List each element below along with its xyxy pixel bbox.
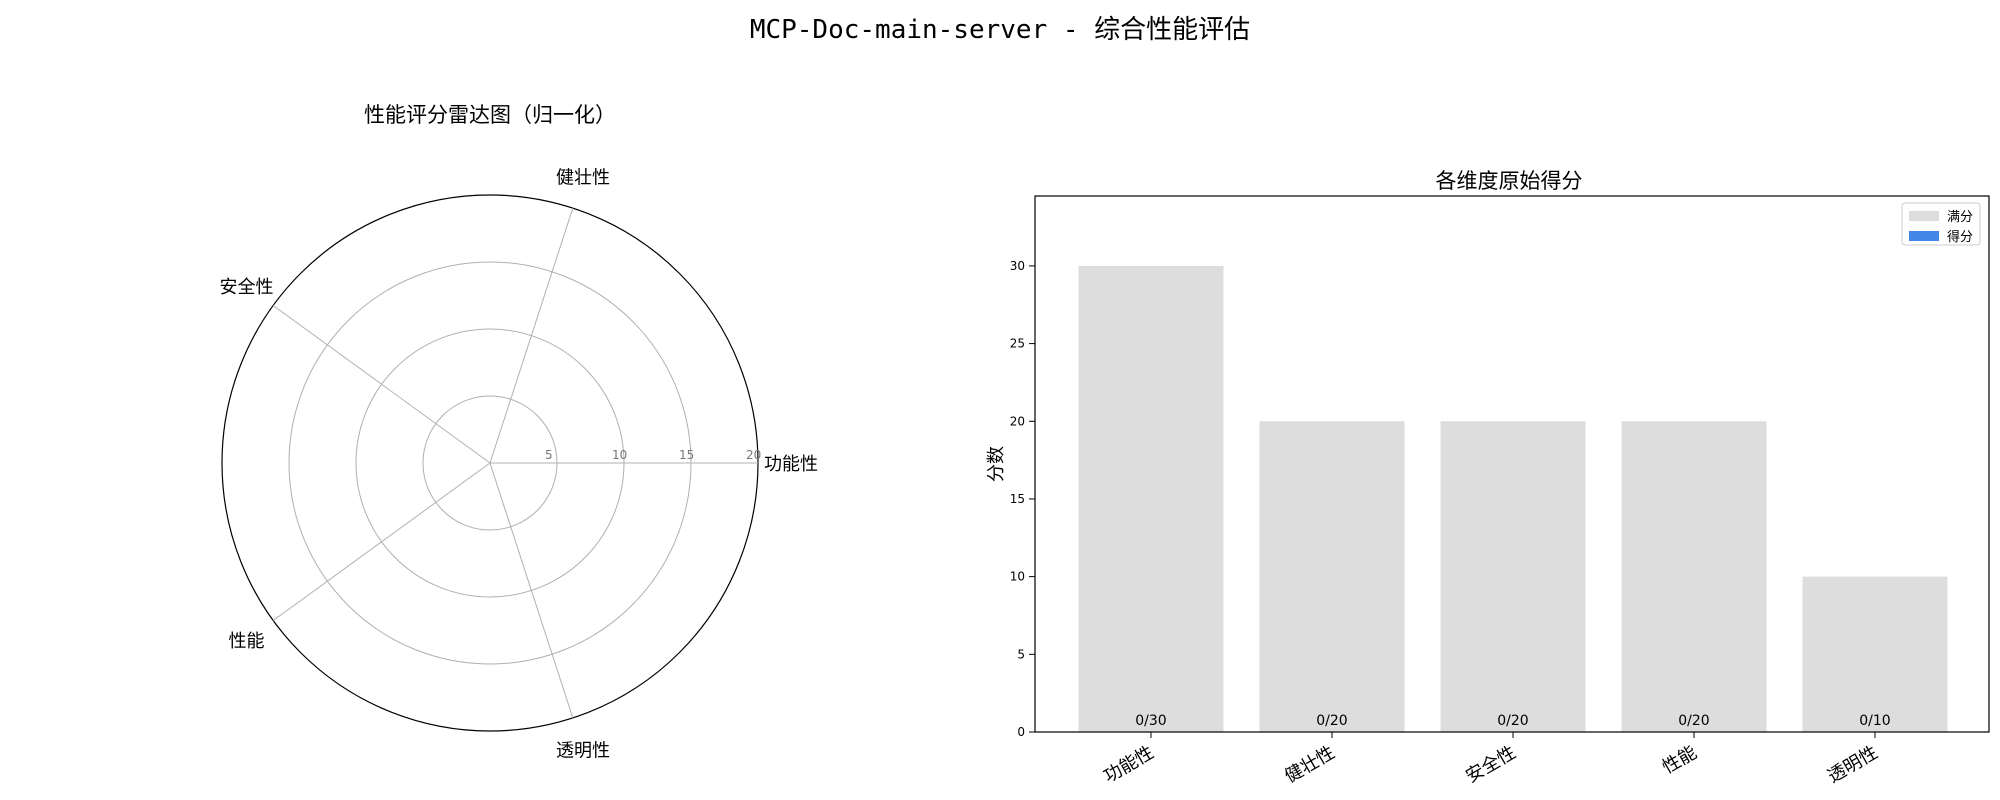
bar-full-score <box>1440 421 1586 732</box>
bar-data-label: 0/10 <box>1859 713 1890 729</box>
figure-title: MCP-Doc-main-server - 综合性能评估 <box>750 15 1250 45</box>
radar-axis-label: 健壮性 <box>556 168 610 189</box>
radar-spoke <box>272 462 491 621</box>
radar-tick-label: 5 <box>545 448 553 462</box>
bar-full-score <box>1078 265 1224 732</box>
x-tick-label: 透明性 <box>1824 742 1881 787</box>
y-axis-label: 分数 <box>986 446 1007 482</box>
legend-swatch <box>1909 211 1939 221</box>
legend-swatch <box>1909 231 1939 241</box>
bar-full-score <box>1621 421 1767 732</box>
bar-data-label: 0/30 <box>1135 713 1166 729</box>
bar-title: 各维度原始得分 <box>1436 169 1583 193</box>
radar-spoke <box>272 305 491 464</box>
x-axis: 功能性 健壮性 安全性 性能 透明性 <box>1100 732 1882 787</box>
bar-data-label: 0/20 <box>1497 713 1528 729</box>
x-tick-label: 安全性 <box>1462 742 1519 787</box>
bar-data-labels: 0/30 0/20 0/20 0/20 0/10 <box>1135 713 1890 729</box>
radar-spoke <box>489 207 574 464</box>
y-tick-label: 0 <box>1017 725 1025 739</box>
bar-series <box>1078 265 1948 732</box>
x-tick-label: 健壮性 <box>1281 742 1338 787</box>
x-tick-label: 性能 <box>1659 742 1701 778</box>
x-tick-label: 功能性 <box>1100 742 1157 787</box>
y-tick-label: 5 <box>1017 647 1025 661</box>
radar-tick-label: 20 <box>746 448 761 462</box>
bar-data-label: 0/20 <box>1678 713 1709 729</box>
radar-spokes <box>272 207 758 719</box>
y-tick-label: 25 <box>1010 337 1025 351</box>
legend-entry: 得分 <box>1947 229 1973 245</box>
bar-data-label: 0/20 <box>1316 713 1347 729</box>
radar-spoke <box>489 462 574 719</box>
plot-frame <box>1034 195 1990 733</box>
radar-axis-label: 功能性 <box>764 454 818 475</box>
radar-tick-label: 10 <box>612 448 627 462</box>
y-tick-label: 10 <box>1010 570 1025 584</box>
y-tick-label: 20 <box>1010 414 1025 428</box>
y-axis: 0 5 10 15 20 25 30 <box>1010 259 1035 739</box>
y-tick-label: 15 <box>1010 492 1025 506</box>
radar-axis-label: 安全性 <box>219 277 273 298</box>
radar-tick-labels: 5 10 15 20 <box>545 448 761 462</box>
radar-title: 性能评分雷达图（归一化） <box>364 103 616 127</box>
bar-full-score <box>1802 576 1948 732</box>
y-tick-label: 30 <box>1010 259 1025 273</box>
radar-axis-label: 透明性 <box>556 740 610 761</box>
legend-entry: 满分 <box>1947 210 1973 225</box>
radar-tick-label: 15 <box>679 448 694 462</box>
radar-axis-label: 性能 <box>228 631 264 652</box>
bar-full-score <box>1259 421 1405 732</box>
bar-chart: 各维度原始得分 0/30 0/20 0/20 0/20 0/10 0 5 10 15 20 25 3… <box>986 169 1990 787</box>
